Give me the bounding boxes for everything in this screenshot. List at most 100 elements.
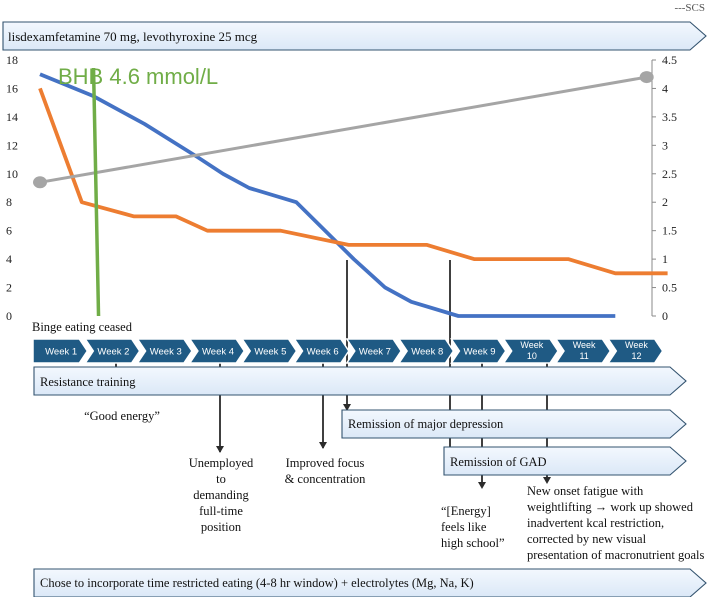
week-label: Week bbox=[625, 340, 648, 350]
annotation-line: corrected by new visual bbox=[527, 532, 647, 546]
week-chevron bbox=[345, 338, 403, 364]
week-label: Week 1 bbox=[45, 347, 77, 358]
week-label: Week 4 bbox=[202, 347, 234, 358]
left-tick-label: 6 bbox=[6, 224, 12, 238]
annotation-line: inadvertent kcal restriction, bbox=[527, 516, 664, 530]
resistance-label: Resistance training bbox=[40, 375, 136, 389]
week-number: 12 bbox=[631, 351, 641, 361]
bhb-label: BHB 4.6 mmol/L bbox=[58, 64, 218, 89]
gad-label: Remission of GAD bbox=[450, 455, 547, 469]
left-tick-label: 10 bbox=[6, 167, 18, 181]
depression-band: Remission of major depression bbox=[341, 409, 687, 439]
week-label: Week 5 bbox=[254, 347, 286, 358]
left-tick-label: 18 bbox=[6, 53, 18, 67]
resistance-band-arrow bbox=[33, 366, 687, 396]
right-tick-label: 0.5 bbox=[662, 281, 677, 295]
annotation-line: feels like bbox=[441, 520, 487, 534]
week-chevron bbox=[136, 338, 193, 364]
arrowhead-week4 bbox=[216, 446, 224, 453]
arrowhead-week9 bbox=[478, 482, 486, 489]
right-tick-label: 2.5 bbox=[662, 167, 677, 181]
left-y-axis: 0 2 4 6 8 10 12 14 16 18 bbox=[6, 53, 18, 323]
week-chevron bbox=[32, 338, 89, 364]
medication-label: lisdexamfetamine 70 mg, levothyroxine 25… bbox=[8, 29, 258, 44]
annotation-line: to bbox=[216, 472, 226, 486]
week-chevron bbox=[606, 338, 664, 364]
right-tick-label: 4 bbox=[662, 81, 668, 95]
binge-eating-label: Binge eating ceased bbox=[32, 320, 133, 334]
week-chevron bbox=[83, 338, 141, 364]
week-timeline: Week 1 Week 2 Week 3 Week 4 Week 5 Week 6 Week… bbox=[32, 338, 664, 364]
annotation-line: Improved focus bbox=[286, 456, 365, 470]
annotation-week6: Improved focus & concentration bbox=[285, 456, 367, 486]
scs-corner-label: ---SCS bbox=[674, 2, 705, 14]
medication-band-arrow bbox=[2, 21, 707, 51]
medication-band: lisdexamfetamine 70 mg, levothyroxine 25… bbox=[2, 21, 707, 51]
annotation-week4: Unemployed to demanding full-time position bbox=[189, 456, 254, 534]
series-line-3 bbox=[39, 75, 647, 184]
annotation-line: presentation of macronutrient goals bbox=[527, 548, 705, 562]
annotation-line: weightlifting → work up showed bbox=[527, 500, 694, 514]
annotation-week10: New onset fatigue with weightlifting → wo… bbox=[527, 484, 705, 562]
depression-label: Remission of major depression bbox=[348, 417, 504, 431]
week-number: 11 bbox=[579, 351, 588, 361]
right-tick-label: 3 bbox=[662, 138, 668, 152]
left-tick-label: 16 bbox=[6, 81, 18, 95]
week-label: Week 8 bbox=[411, 347, 443, 358]
annotation-line: New onset fatigue with bbox=[527, 484, 644, 498]
week-label: Week 7 bbox=[359, 347, 391, 358]
right-tick-label: 2 bbox=[662, 195, 668, 209]
week-chevron bbox=[240, 338, 298, 364]
week-chevron bbox=[554, 338, 612, 364]
arrowhead-week10 bbox=[543, 477, 551, 484]
depression-band-arrow bbox=[341, 409, 687, 439]
week-label: Week 6 bbox=[307, 347, 339, 358]
series-end-marker bbox=[639, 71, 654, 84]
right-tick-label: 1 bbox=[662, 252, 668, 266]
week-chevron bbox=[397, 338, 455, 364]
left-tick-label: 0 bbox=[6, 309, 12, 323]
annotation-week2: “Good energy” bbox=[84, 409, 160, 423]
bottom-band-label: Chose to incorporate time restricted eat… bbox=[40, 576, 474, 590]
annotation-line: high school” bbox=[441, 536, 505, 550]
annotation-line: position bbox=[201, 520, 242, 534]
week-label: Week bbox=[520, 340, 543, 350]
week-chevron bbox=[188, 338, 246, 364]
gad-band-arrow bbox=[443, 446, 687, 476]
series-line-1 bbox=[39, 72, 616, 318]
left-tick-label: 2 bbox=[6, 281, 12, 295]
week-chevron bbox=[293, 338, 350, 364]
annotation-week9: “[Energy] feels like high school” bbox=[441, 504, 505, 550]
resistance-band: Resistance training bbox=[33, 366, 687, 396]
right-tick-label: 0 bbox=[662, 309, 668, 323]
week-label: Week 2 bbox=[97, 347, 129, 358]
annotation-line: & concentration bbox=[285, 472, 367, 486]
left-tick-label: 12 bbox=[6, 138, 18, 152]
left-tick-label: 14 bbox=[6, 110, 18, 124]
week-label: Week 9 bbox=[464, 347, 496, 358]
right-tick-label: 3.5 bbox=[662, 110, 677, 124]
gad-band: Remission of GAD bbox=[443, 446, 687, 476]
series-line-2 bbox=[38, 87, 668, 276]
series-layer bbox=[33, 71, 668, 318]
week-chevron bbox=[449, 338, 507, 364]
left-tick-label: 8 bbox=[6, 195, 12, 209]
left-tick-label: 4 bbox=[6, 252, 12, 266]
bhb-marker: BHB 4.6 mmol/L bbox=[58, 64, 218, 317]
week-chevron bbox=[502, 338, 559, 364]
arrowhead-week6b bbox=[319, 442, 327, 449]
right-tick-label: 4.5 bbox=[662, 53, 677, 67]
annotation-line: demanding bbox=[193, 488, 249, 502]
right-y-axis: 0 0.5 1 1.5 2 2.5 3 3.5 4 4.5 bbox=[651, 53, 677, 323]
bottom-band: Chose to incorporate time restricted eat… bbox=[33, 568, 707, 597]
week-number: 10 bbox=[527, 351, 537, 361]
arrowhead-week6 bbox=[343, 404, 351, 411]
annotation-line: full-time bbox=[199, 504, 243, 518]
annotation-line: Unemployed bbox=[189, 456, 254, 470]
bhb-marker-line bbox=[91, 67, 101, 317]
annotations: “Good energy” Unemployed to demanding full-t… bbox=[84, 409, 704, 562]
series-end-marker bbox=[33, 176, 47, 189]
bottom-band-arrow bbox=[33, 568, 707, 597]
week-label: Week 3 bbox=[150, 347, 182, 358]
